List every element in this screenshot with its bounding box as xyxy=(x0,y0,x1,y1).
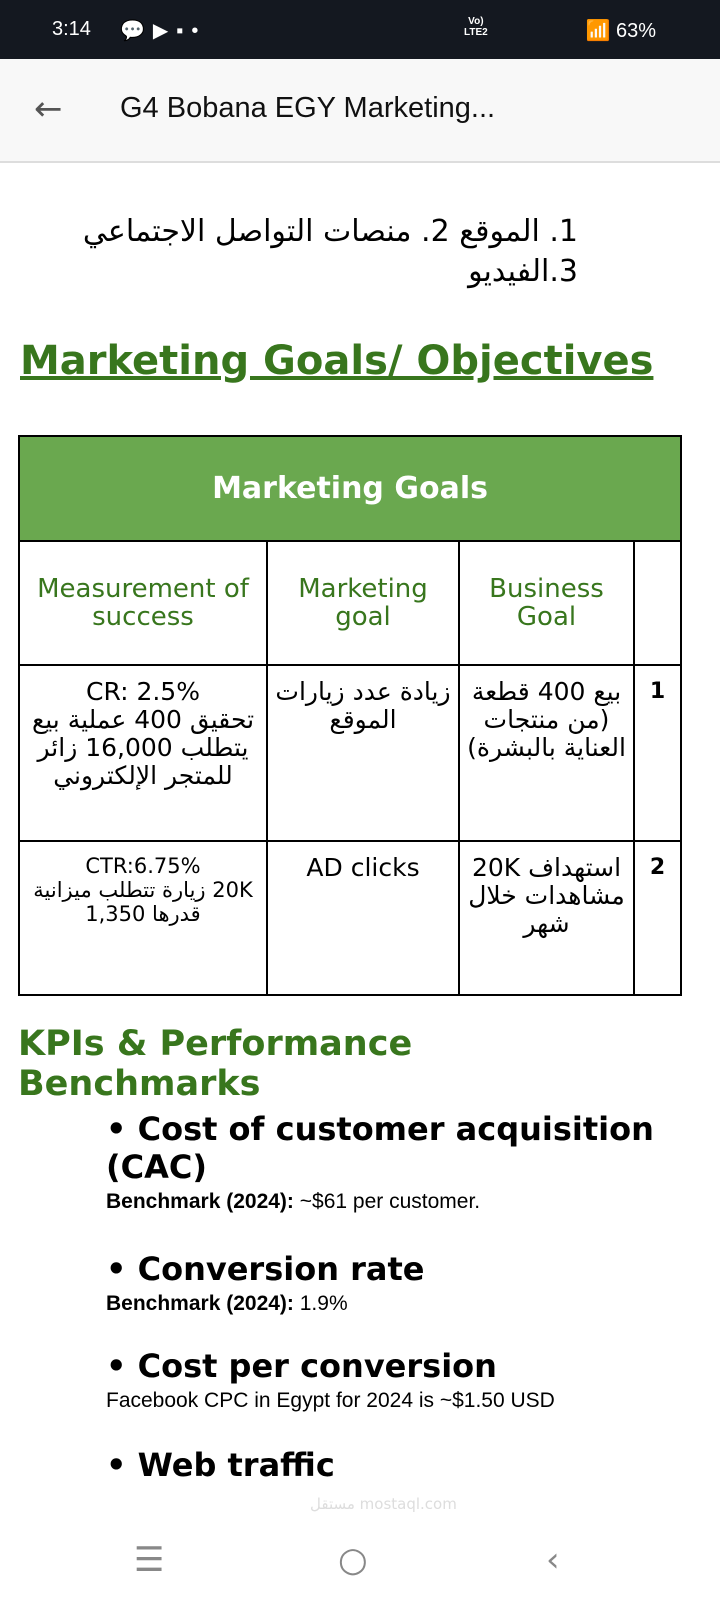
kpi-item: • Conversion rate Benchmark (2024): 1.9% xyxy=(106,1250,425,1315)
kpi-title: Conversion rate xyxy=(137,1250,425,1288)
channel-list: 1. الموقع 2. منصات التواصل الاجتماعي 3.ا… xyxy=(82,214,578,289)
status-icons: 📶 63% xyxy=(586,18,657,43)
table-row: CR: 2.5% تحقيق 400 عملية بيع يتطلب 16,000… xyxy=(18,664,683,842)
column-header: Business Goal xyxy=(458,540,635,666)
back-arrow-icon[interactable]: ← xyxy=(34,89,63,129)
marketing-goal-cell: AD clicks xyxy=(266,840,460,996)
kpi-title: Web traffic xyxy=(137,1446,335,1484)
measurement-text: تحقيق 400 عملية بيع يتطلب 16,000 زائر لل… xyxy=(31,705,255,790)
measurement-metric: CR: 2.5% xyxy=(86,677,200,706)
kpi-item: • Cost of customer acquisition (CAC) Ben… xyxy=(106,1110,654,1213)
volte-network-indicator: Vo) LTE2 xyxy=(464,16,488,38)
section-title: Marketing Goals/ Objectives xyxy=(20,338,654,384)
kpi-value: 1.9% xyxy=(293,1292,348,1315)
business-goal-cell: استهداف 20K مشاهدات خلال شهر xyxy=(458,840,635,996)
kpi-value: Facebook CPC in Egypt for 2024 is ~$1.50… xyxy=(106,1389,555,1412)
kpi-item: • Web traffic xyxy=(106,1446,335,1484)
row-number: 1 xyxy=(632,664,683,842)
notification-icons: 💬▶▪• xyxy=(120,20,207,42)
business-goal-cell: بيع 400 قطعة (من منتجات العناية بالبشرة) xyxy=(458,664,635,842)
kpi-title: Cost per conversion xyxy=(137,1347,497,1385)
system-nav-bar: ☰ ○ ‹ xyxy=(0,1530,720,1600)
measurement-cell: CTR:6.75% 20K زيارة تتطلب ميزانية قدرها 1… xyxy=(18,840,268,996)
marketing-goals-table: Marketing Goals Measurement of success M… xyxy=(17,435,683,996)
app-bar: ← G4 Bobana EGY Marketing... xyxy=(0,59,720,163)
kpi-value: ~$61 per customer. xyxy=(293,1190,481,1213)
signal-icon: 📶 xyxy=(585,20,616,42)
network-label: LTE2 xyxy=(464,27,488,38)
table-row: CTR:6.75% 20K زيارة تتطلب ميزانية قدرها 1… xyxy=(18,840,683,996)
clock: 3:14 xyxy=(52,18,91,40)
column-header: Marketing goal xyxy=(266,540,460,666)
row-number: 2 xyxy=(632,840,683,996)
column-header: Measurement of success xyxy=(18,540,268,666)
kpi-title: Cost of customer acquisition (CAC) xyxy=(106,1110,654,1186)
kpi-item: • Cost per conversion Facebook CPC in Eg… xyxy=(106,1347,555,1412)
status-bar: 3:14 💬▶▪• Vo) LTE2 📶 63% xyxy=(0,0,720,59)
measurement-text: 20K زيارة تتطلب ميزانية قدرها 1,350 xyxy=(33,878,253,926)
measurement-cell: CR: 2.5% تحقيق 400 عملية بيع يتطلب 16,000… xyxy=(18,664,268,842)
kpi-label: Benchmark (2024): xyxy=(106,1190,294,1213)
document-title: G4 Bobana EGY Marketing... xyxy=(120,92,496,124)
measurement-metric: CTR:6.75% xyxy=(85,854,201,878)
recents-icon[interactable]: ☰ xyxy=(134,1540,165,1580)
watermark: مستقل mostaql.com xyxy=(310,1495,457,1513)
column-header xyxy=(632,540,683,666)
back-nav-icon[interactable]: ‹ xyxy=(546,1540,560,1580)
home-icon[interactable]: ○ xyxy=(338,1540,368,1580)
kpi-heading: KPIs & Performance Benchmarks xyxy=(18,1024,413,1104)
battery-level: 63% xyxy=(615,20,656,42)
table-title: Marketing Goals xyxy=(17,435,683,542)
marketing-goal-cell: زيادة عدد زيارات الموقع xyxy=(266,664,460,842)
kpi-label: Benchmark (2024): xyxy=(106,1292,294,1315)
